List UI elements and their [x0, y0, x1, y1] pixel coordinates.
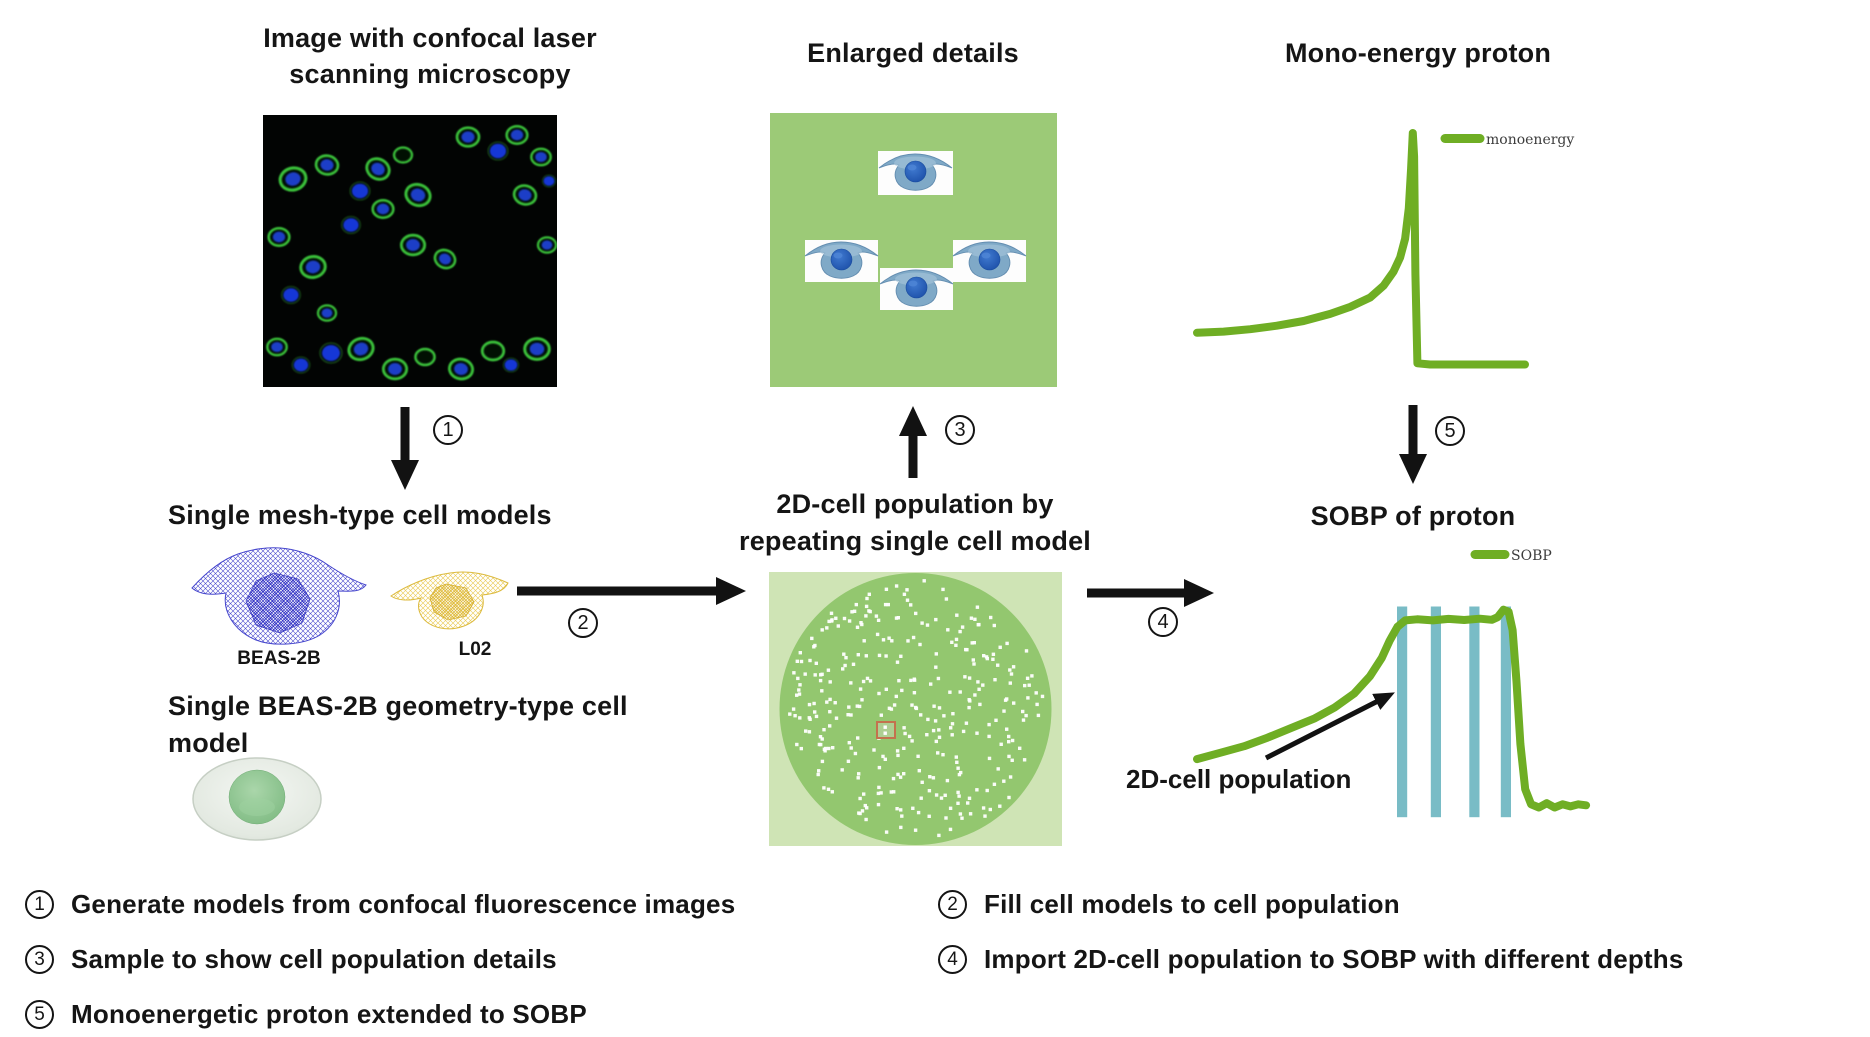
geometry-cell-model	[192, 757, 322, 841]
step5-marker: 5	[1435, 416, 1465, 446]
geometry-title-line2: model	[168, 728, 249, 758]
step1-marker: 1	[433, 415, 463, 445]
footnote-1-text: Generate models from confocal fluorescen…	[71, 889, 736, 919]
sampled-cell-3	[952, 240, 1027, 282]
enlarged-details-panel	[770, 113, 1057, 387]
sampled-cell-1	[878, 151, 953, 195]
geometry-nucleus-sheen	[239, 798, 275, 816]
depth-bar	[1469, 606, 1480, 818]
enlarged-title: Enlarged details	[807, 38, 1019, 68]
footnote-4-text: Import 2D-cell population to SOBP with d…	[984, 944, 1684, 974]
sampled-cell-2	[804, 240, 879, 282]
bragg-peak-curve	[1193, 129, 1529, 369]
step3-marker: 3	[945, 415, 975, 445]
footnote-5-number: 5	[25, 1000, 54, 1029]
footnote-3: 3 Sample to show cell population details	[25, 944, 557, 975]
footnote-5: 5 Monoenergetic proton extended to SOBP	[25, 999, 587, 1030]
footnote-2-number: 2	[938, 890, 967, 919]
population-title: 2D-cell population by repeating single ce…	[705, 486, 1125, 560]
mono-title: Mono-energy proton	[1284, 38, 1552, 68]
footnote-2: 2 Fill cell models to cell population	[938, 889, 1400, 920]
footnote-1-number: 1	[25, 890, 54, 919]
population-highlight-sample	[876, 721, 896, 739]
footnote-2-text: Fill cell models to cell population	[984, 889, 1400, 919]
footnote-3-number: 3	[25, 945, 54, 974]
confocal-title-line1: Image with confocal laser	[263, 23, 597, 53]
depth-bars-group	[1397, 606, 1511, 818]
sobp-title: SOBP of proton	[1310, 501, 1516, 531]
beas2b-nucleus	[245, 572, 311, 634]
sampled-cell-4	[879, 268, 954, 310]
step4-marker: 4	[1148, 607, 1178, 637]
depth-bar	[1500, 606, 1511, 818]
confocal-microscopy-image	[263, 115, 557, 387]
sobp-legend-label: SOBP	[1511, 548, 1552, 564]
step2-marker: 2	[568, 608, 598, 638]
mesh-models-title: Single mesh-type cell models	[168, 500, 552, 530]
cell-population-panel	[769, 572, 1062, 846]
population-title-line1: 2D-cell population by	[776, 489, 1054, 519]
beas2b-mesh-model	[191, 547, 367, 645]
footnote-3-text: Sample to show cell population details	[71, 944, 557, 974]
confocal-title: Image with confocal laser scanning micros…	[180, 20, 680, 92]
confocal-title-line2: scanning microscopy	[289, 59, 571, 89]
population-cells-speckles	[788, 579, 1045, 838]
population-title-line2: repeating single cell model	[739, 526, 1091, 556]
footnote-4-number: 4	[938, 945, 967, 974]
l02-nucleus	[429, 583, 475, 621]
l02-mesh-model	[390, 571, 509, 630]
depth-bar	[1397, 606, 1408, 818]
footnote-5-text: Monoenergetic proton extended to SOBP	[71, 999, 587, 1029]
depth-bar	[1430, 606, 1441, 818]
geometry-title-line1: Single BEAS-2B geometry-type cell	[168, 691, 628, 721]
geometry-title: Single BEAS-2B geometry-type cell model	[168, 688, 648, 762]
beas2b-label: BEAS-2B	[237, 648, 321, 669]
l02-label: L02	[458, 639, 492, 660]
footnote-4: 4 Import 2D-cell population to SOBP with…	[938, 944, 1684, 975]
fluorescent-cells	[266, 124, 557, 381]
mono-legend-label: monoenergy	[1486, 132, 1574, 148]
sobp-annotation-label: 2D-cell population	[1126, 764, 1352, 794]
mono-energy-chart: monoenergy	[1193, 129, 1574, 369]
footnote-1: 1 Generate models from confocal fluoresc…	[25, 889, 735, 920]
